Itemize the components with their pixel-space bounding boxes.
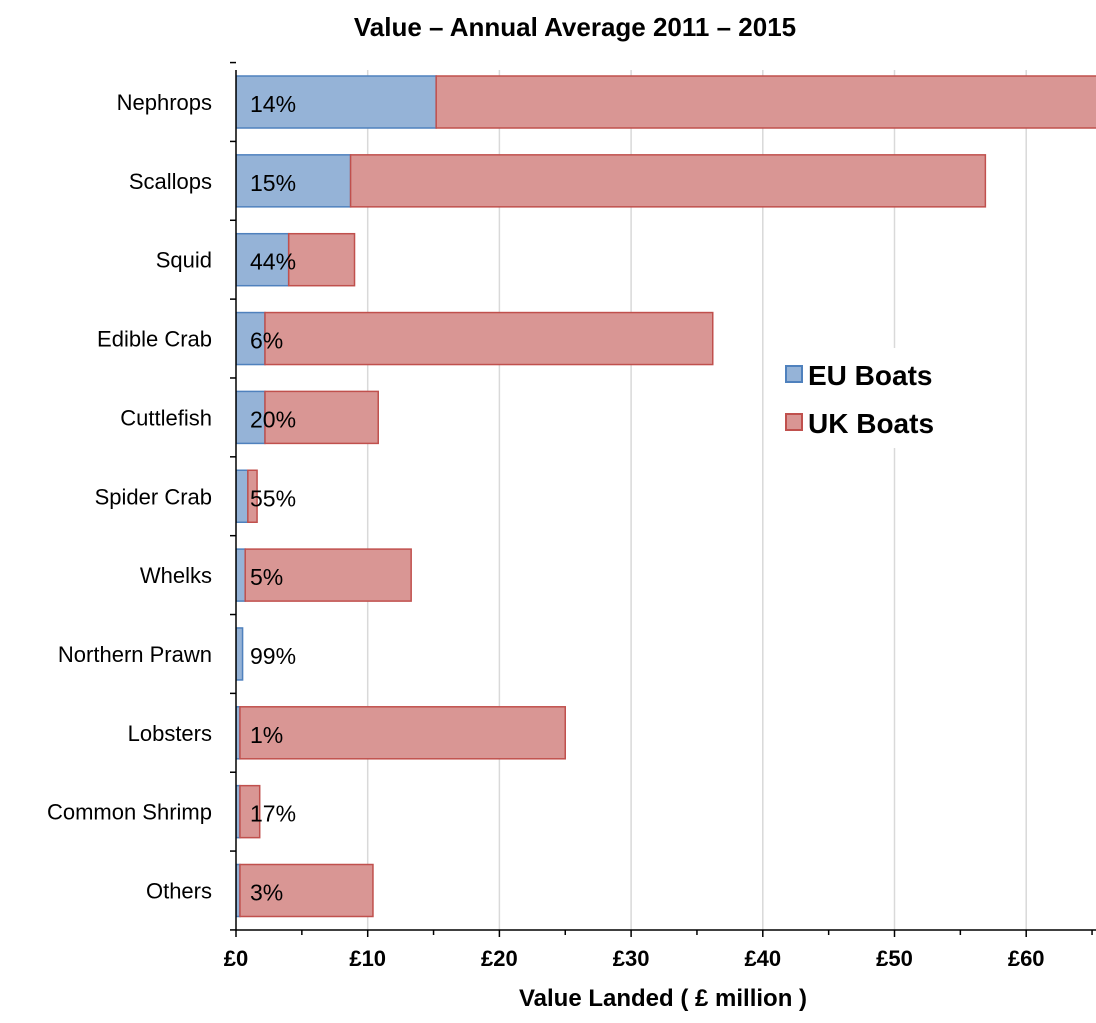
legend: EU Boats UK Boats xyxy=(764,348,1014,448)
bar-uk-boats xyxy=(264,311,714,366)
y-tick-label: Common Shrimp xyxy=(47,800,212,825)
x-tick-label: £0 xyxy=(224,946,248,971)
bar-uk-boats xyxy=(435,75,1096,129)
bar-uk-boats xyxy=(239,863,374,918)
x-tick-label: £20 xyxy=(481,946,518,971)
bar-eu-boats xyxy=(236,469,249,523)
bar-eu-boats xyxy=(236,154,352,208)
bar-uk-boats xyxy=(264,390,379,445)
bar-uk-boats xyxy=(349,154,987,208)
bar-eu-boats xyxy=(236,75,437,129)
y-tick-label: Whelks xyxy=(140,563,212,588)
gridlines xyxy=(366,70,1027,930)
bar-uk-boats xyxy=(247,469,258,523)
chart-title: Value – Annual Average 2011 – 2015 xyxy=(354,12,796,42)
y-tick-label: Nephrops xyxy=(117,90,212,115)
bar-eu-boats xyxy=(236,627,244,681)
data-label: 1% xyxy=(250,722,283,748)
data-label: 20% xyxy=(250,406,296,432)
y-tick-label: Edible Crab xyxy=(97,327,212,352)
data-label: 55% xyxy=(250,485,296,511)
x-tick-label: £10 xyxy=(349,946,386,971)
legend-label: EU Boats xyxy=(808,360,932,391)
x-tick-label: £50 xyxy=(876,946,913,971)
legend-swatch-uk-boats xyxy=(785,413,803,431)
legend-swatch-eu-boats xyxy=(785,365,803,383)
y-tick-label: Northern Prawn xyxy=(58,642,212,667)
x-tick-label: £60 xyxy=(1008,946,1045,971)
data-label: 5% xyxy=(250,564,283,590)
data-label: 3% xyxy=(250,880,283,906)
legend-background xyxy=(764,348,1014,448)
x-axis-title: Value Landed ( £ million ) xyxy=(519,985,807,1012)
data-label: 17% xyxy=(250,801,296,827)
y-tick-label: Spider Crab xyxy=(95,484,212,509)
bar-eu-boats xyxy=(236,232,290,287)
y-tick-label: Cuttlefish xyxy=(120,405,212,430)
bar-uk-boats xyxy=(287,232,356,287)
bar-eu-boats xyxy=(236,548,246,602)
data-label: 99% xyxy=(250,643,296,669)
y-tick-label: Squid xyxy=(156,248,212,273)
x-tick-label: £40 xyxy=(744,946,781,971)
legend-label: UK Boats xyxy=(808,408,934,439)
axes xyxy=(230,61,1096,937)
data-label: 14% xyxy=(250,91,296,117)
bar-uk-boats xyxy=(244,548,412,602)
x-tick-label: £30 xyxy=(613,946,650,971)
bars xyxy=(236,75,1096,918)
data-label: 44% xyxy=(250,249,296,275)
bar-uk-boats xyxy=(239,706,567,760)
data-label: 15% xyxy=(250,170,296,196)
labels: Nephrops 14% Scallops 15% Squid 44% Edible Cra… xyxy=(47,90,1045,971)
y-tick-label: Scallops xyxy=(129,169,212,194)
y-tick-label: Lobsters xyxy=(128,721,212,746)
data-label: 6% xyxy=(250,328,283,354)
bar-uk-boats xyxy=(239,784,261,839)
y-tick-label: Others xyxy=(146,879,212,904)
